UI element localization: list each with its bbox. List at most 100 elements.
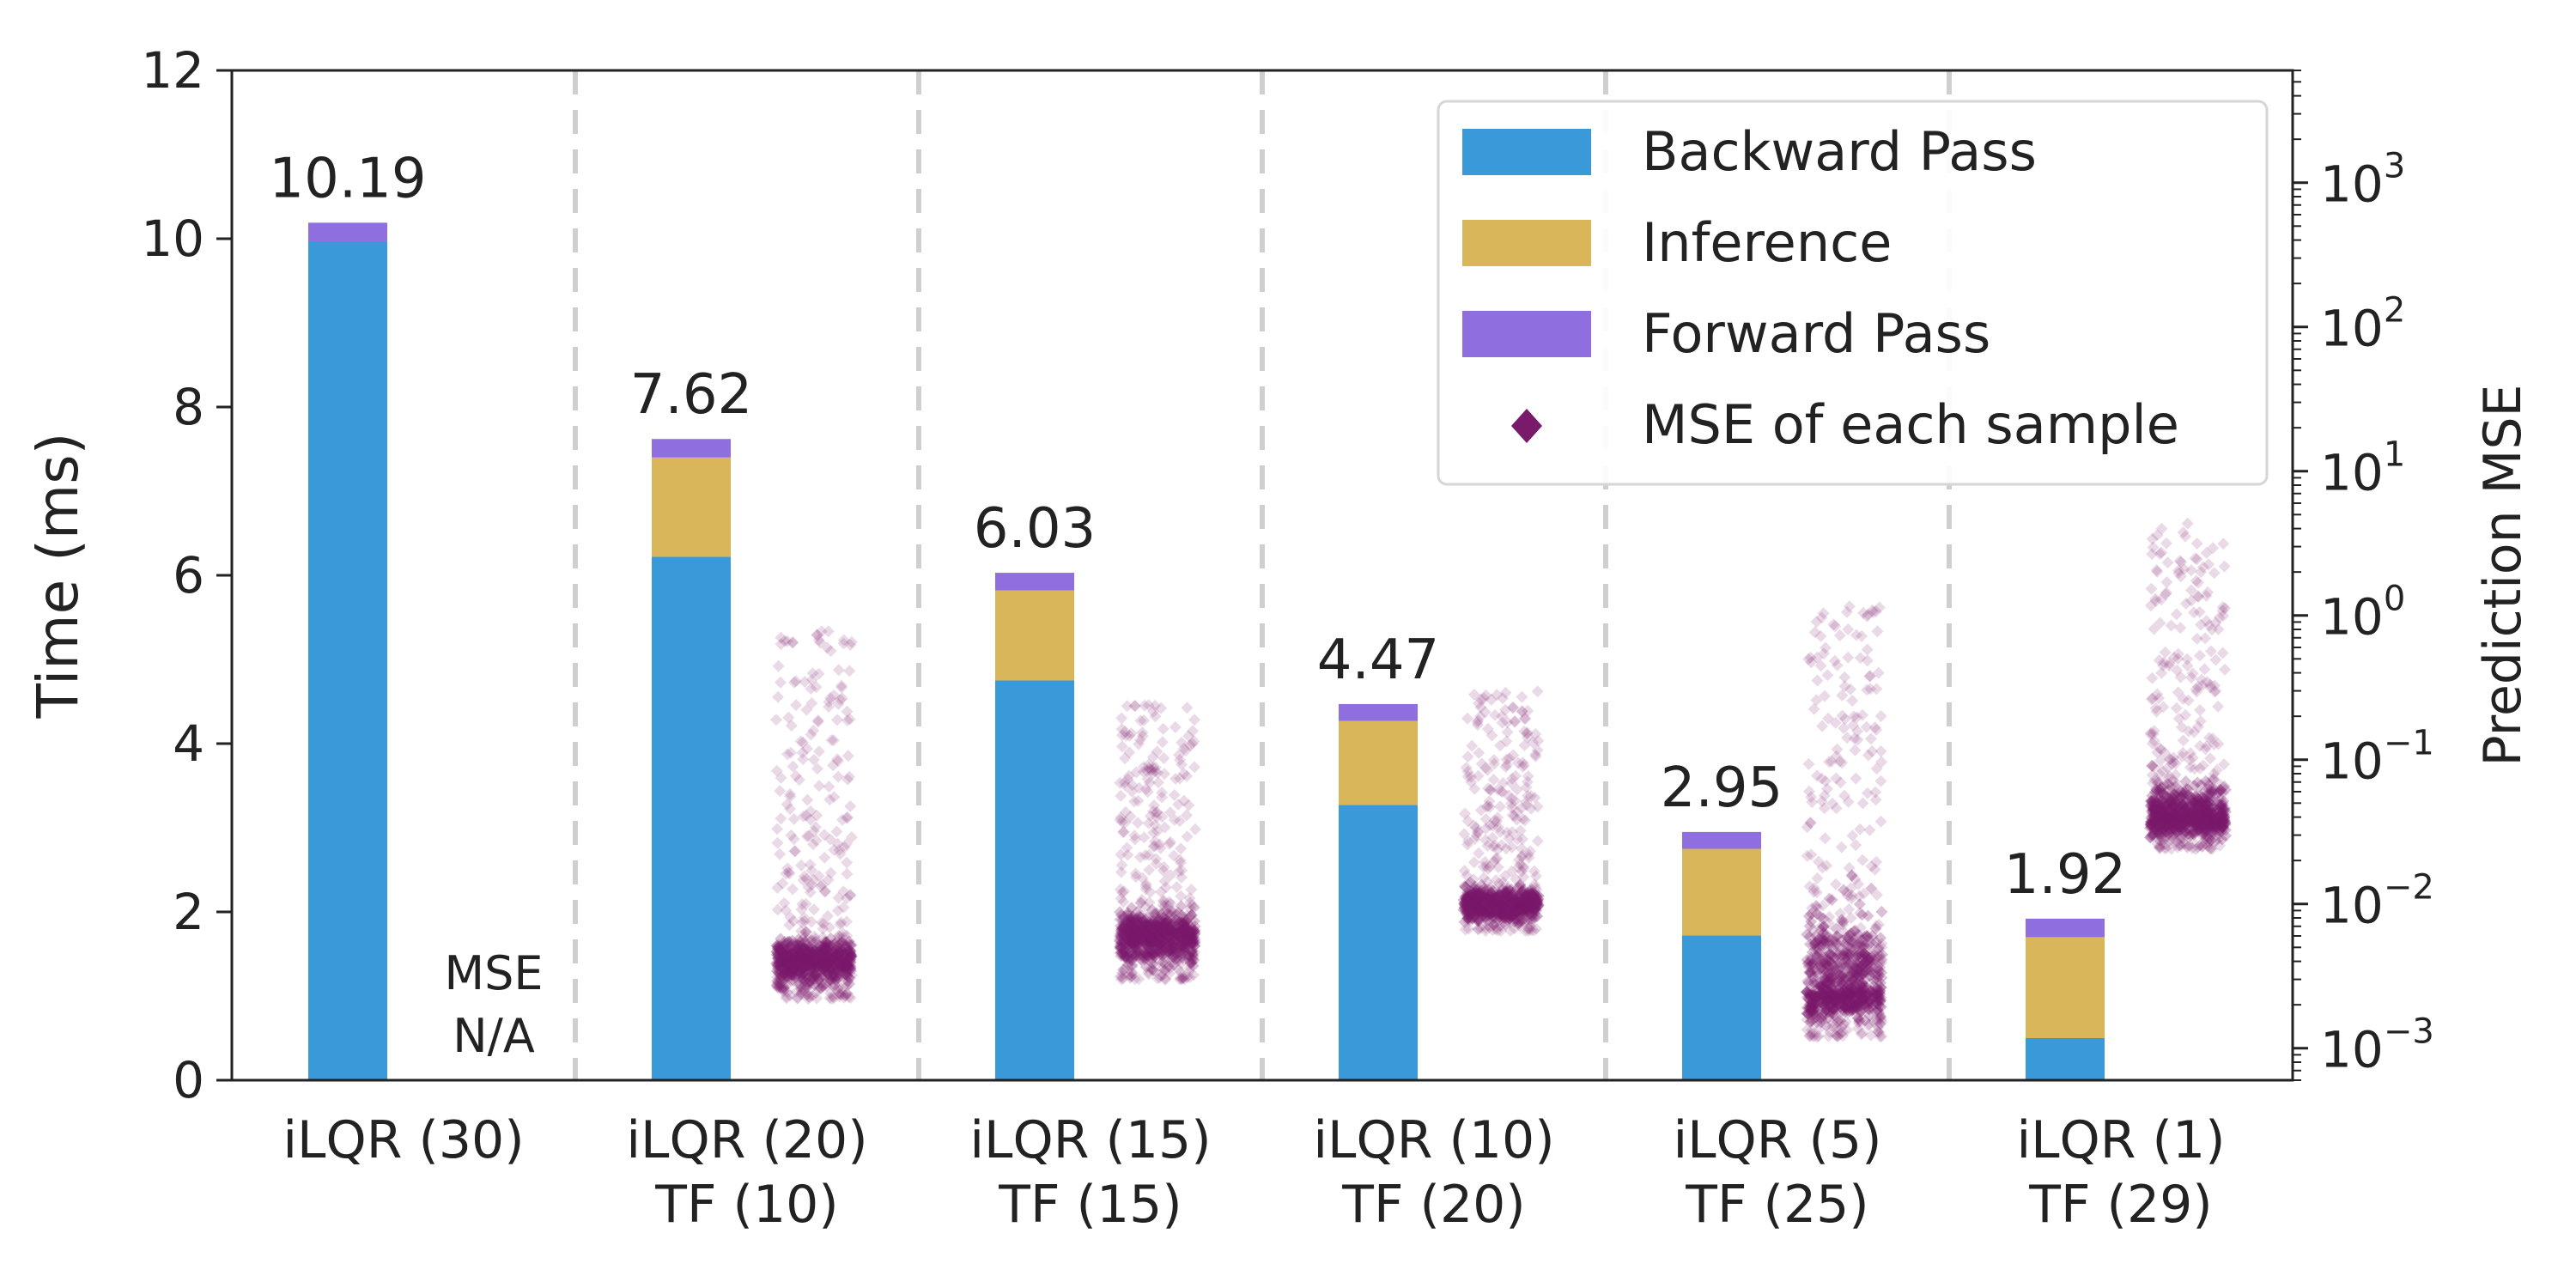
mse-point [781,951,793,963]
mse-point [802,953,815,966]
mse-point [841,987,854,999]
mse-point [823,958,836,971]
y-tick-label: 2 [173,883,204,941]
mse-point [798,952,811,965]
mse-point [827,969,839,981]
mse-point [772,966,785,978]
mse-point [841,945,854,958]
mse-point [781,957,793,970]
mse-point [810,947,823,960]
mse-point [781,950,793,963]
mse-point [782,966,795,979]
mse-point [781,960,794,973]
mse-point [833,945,846,958]
mse-point [843,939,856,951]
mse-point [808,958,821,970]
y-tick-label: 6 [173,546,204,605]
mse-point [793,939,805,951]
mse-point [807,967,820,980]
mse-point [823,954,835,967]
mse-point [807,949,820,962]
mse-point [797,951,810,963]
mse-point [811,947,823,960]
mse-point [770,948,783,961]
mse-point [779,963,791,976]
mse-point [815,957,828,969]
mse-point [801,960,814,972]
mse-point [790,955,803,968]
mse-point [806,946,819,959]
mse-point [785,945,798,957]
bar-total-label: 7.62 [630,363,753,427]
mse-point [793,953,806,966]
mse-point [841,963,854,975]
bar-inference [1682,848,1761,936]
mse-point [843,954,856,966]
mse-point [829,949,841,962]
mse-point [782,946,795,958]
mse-point [817,945,829,957]
mse-point [839,963,851,975]
mse-point [808,951,821,963]
mse-point [789,971,802,984]
mse-point [778,966,791,979]
legend-label-mse: MSE of each sample [1642,393,2179,456]
mse-point [840,939,853,952]
mse-point [783,957,796,970]
mse-point [835,956,848,969]
mse-point [844,945,856,957]
mse-point [780,952,793,965]
mse-point [787,969,800,981]
mse-point [822,957,835,969]
bar-backward-pass [1339,805,1418,1080]
mse-point [784,955,797,968]
mse-point [839,964,852,977]
mse-point [815,951,828,963]
mse-point [800,954,813,967]
mse-point [803,966,816,978]
mse-point [819,942,832,955]
mse-point [825,954,838,967]
mse-point [820,957,833,969]
mse-point [809,955,822,968]
mse-point [844,957,857,969]
mse-point [778,951,791,963]
mse-point [771,951,784,964]
mse-point [817,969,829,981]
mse-point [845,965,857,977]
mse-na-line2: N/A [453,1009,535,1063]
mse-point [821,944,833,957]
mse-point [793,965,806,978]
mse-point [797,942,810,955]
mse-point [826,952,838,965]
mse-point [777,968,790,980]
mse-point [823,950,835,963]
mse-point [838,946,851,959]
mse-point [804,961,817,974]
mse-point [814,952,827,965]
mse-point [777,972,790,985]
mse-point [839,940,852,953]
mse-point [785,959,798,972]
mse-point [811,942,824,955]
mse-point [773,957,786,969]
mse-point [778,952,791,965]
mse-point [784,941,797,954]
mse-point [805,964,818,977]
mse-point [773,967,785,979]
mse-point [775,951,787,964]
mse-point [785,948,798,961]
mse-point [781,936,793,949]
bar-backward-pass [1682,935,1761,1080]
mse-point [823,947,835,960]
mse-point [782,959,795,972]
mse-point [813,945,826,957]
mse-point [826,959,839,972]
mse-point [803,941,816,954]
mse-point [815,963,828,975]
mse-point [798,960,811,973]
mse-point [844,950,857,963]
mse-point [779,950,792,963]
mse-point [770,979,783,992]
